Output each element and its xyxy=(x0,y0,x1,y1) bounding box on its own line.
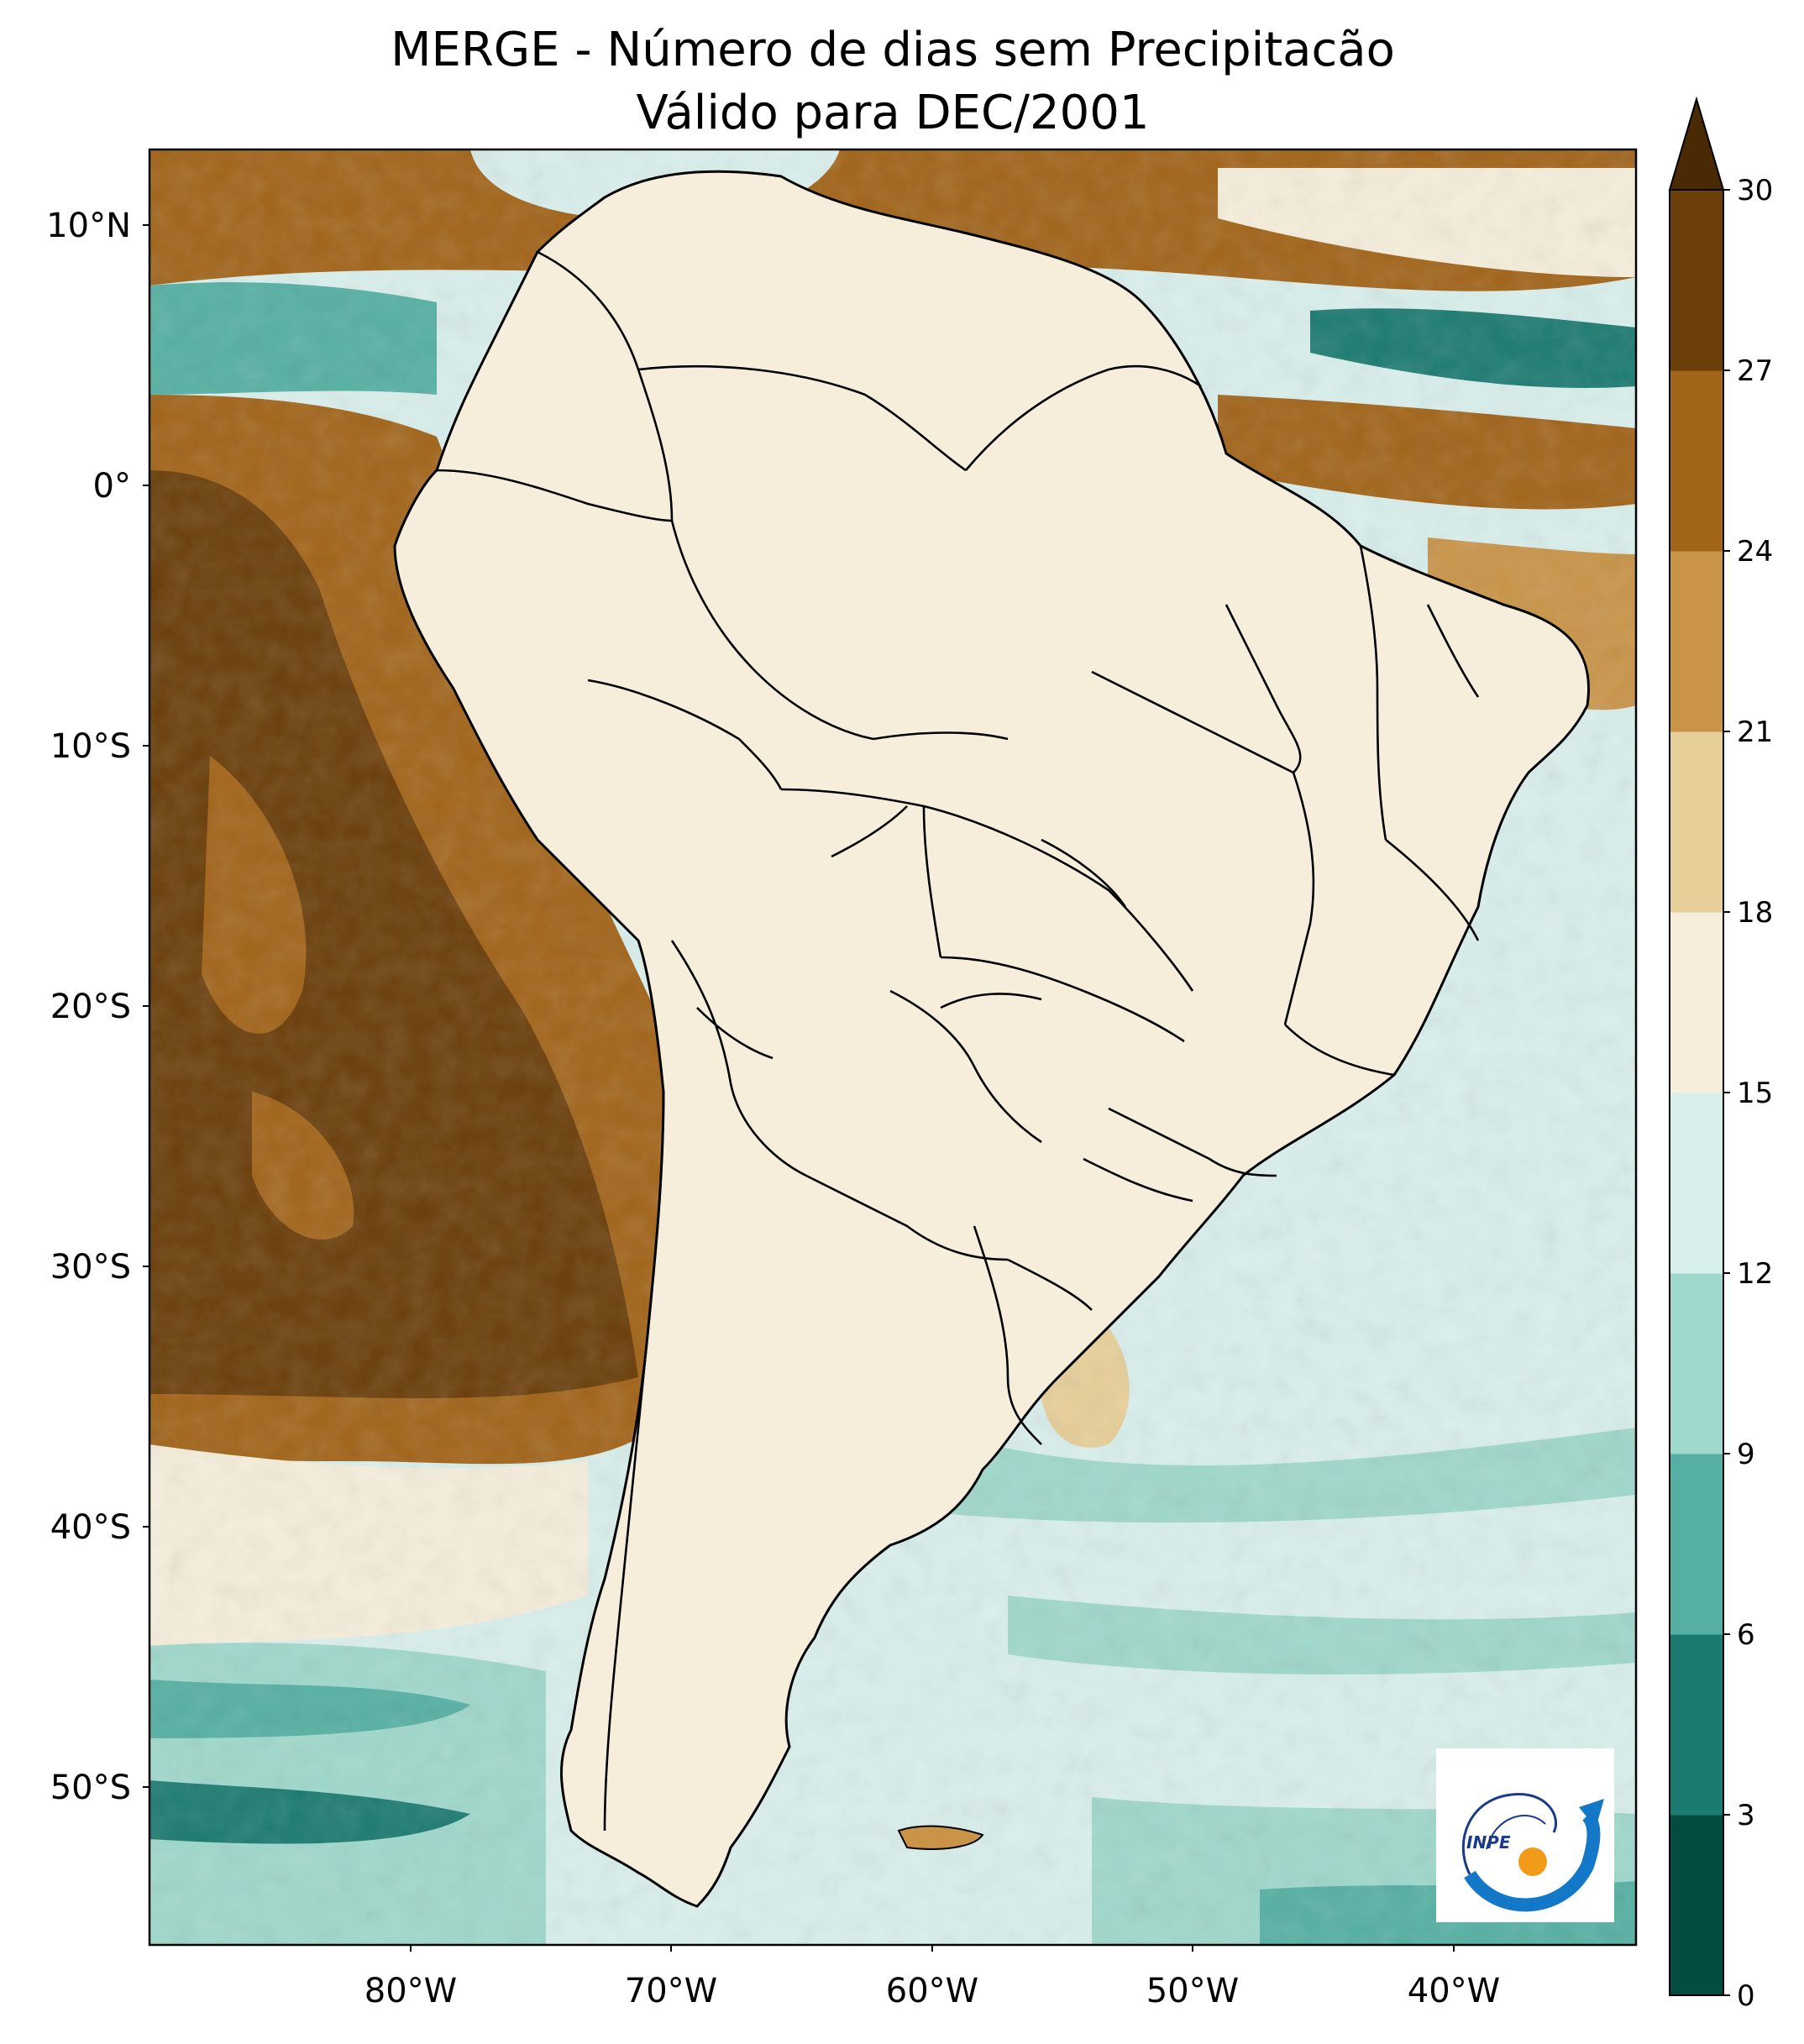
inpe-logo: INPE xyxy=(1436,1748,1614,1922)
lon-tick-50w: 50°W xyxy=(1146,1972,1239,2010)
lon-tick-60w: 60°W xyxy=(886,1972,978,2010)
colorbar-tick-label: 0 xyxy=(1737,1979,1755,2013)
colorbar-tick-label: 18 xyxy=(1737,896,1773,930)
colorbar-tick-label: 30 xyxy=(1737,174,1773,207)
colorbar-segment xyxy=(1670,1815,1723,1996)
map-frame xyxy=(148,148,1638,1947)
lat-tick-30s: 30°S xyxy=(50,1248,131,1287)
inpe-logo-graphic xyxy=(1461,1793,1604,1912)
colorbar-tick-label: 3 xyxy=(1737,1799,1755,1832)
colorbar-segment xyxy=(1670,1634,1723,1816)
map-subtitle: Válido para DEC/2001 xyxy=(636,86,1150,140)
lat-tick-0: 0° xyxy=(93,467,131,506)
colorbar-segment xyxy=(1670,731,1723,913)
colorbar-tick-label: 27 xyxy=(1737,354,1773,388)
lon-tick-80w: 80°W xyxy=(364,1972,457,2010)
colorbar-tick-label: 15 xyxy=(1737,1077,1773,1110)
colorbar-segment xyxy=(1670,1093,1723,1274)
lon-tick-40w: 40°W xyxy=(1408,1972,1500,2010)
colorbar-segment xyxy=(1670,551,1723,732)
colorbar-extend-arrow xyxy=(1670,99,1723,190)
falkland-islands xyxy=(897,1825,984,1850)
latitude-axis: 10°N 0° 10°S 20°S 30°S 40°S 50°S xyxy=(46,207,149,1807)
colorbar-segment xyxy=(1670,1454,1723,1635)
lat-tick-20s: 20°S xyxy=(50,988,131,1026)
lon-tick-70w: 70°W xyxy=(625,1972,717,2010)
colorbar-tick-label: 21 xyxy=(1737,715,1773,749)
colorbar-segment xyxy=(1670,370,1723,552)
colorbar-tick-label: 12 xyxy=(1737,1257,1773,1291)
colorbar-tick-label: 9 xyxy=(1737,1438,1755,1471)
longitude-axis: 80°W 70°W 60°W 50°W 40°W xyxy=(364,1945,1500,2010)
colorbar-tick-label: 24 xyxy=(1737,535,1773,569)
lat-tick-10n: 10°N xyxy=(46,207,131,245)
lat-tick-40s: 40°S xyxy=(50,1508,131,1547)
colorbar: 0 3 6 9 12 15 18 21 24 27 30 xyxy=(1668,96,1773,2013)
logo-text: INPE xyxy=(1466,1832,1511,1853)
colorbar-tick-label: 6 xyxy=(1737,1618,1755,1652)
country-borders xyxy=(436,250,1480,1832)
colorbar-segment xyxy=(1670,190,1723,371)
map-title: MERGE - Número de dias sem Precipitacão xyxy=(391,23,1395,77)
precipitation-field xyxy=(149,149,1636,1945)
lat-tick-50s: 50°S xyxy=(50,1769,131,1807)
colorbar-segment xyxy=(1670,1273,1723,1454)
colorbar-segment xyxy=(1670,912,1723,1093)
lat-tick-10s: 10°S xyxy=(50,727,131,766)
